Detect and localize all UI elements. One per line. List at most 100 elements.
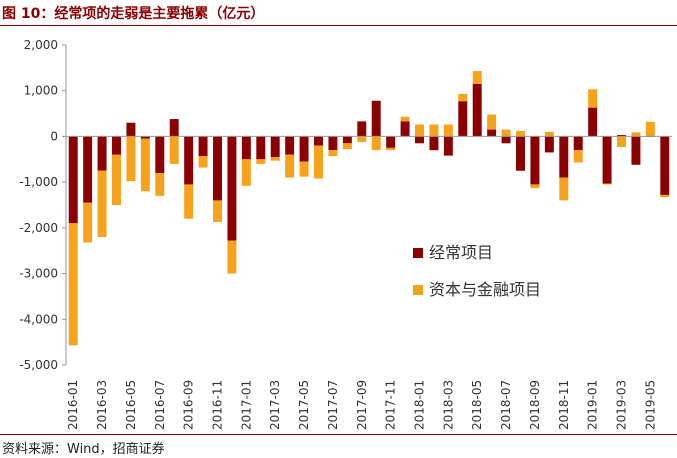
bar-current-account-2016-06	[140, 136, 150, 139]
bar-capital-financial-2016-03	[97, 170, 107, 237]
bar-capital-financial-2018-07	[501, 129, 511, 137]
bar-capital-financial-2019-02	[602, 183, 612, 185]
bar-current-account-2017-12	[400, 121, 410, 137]
bar-capital-financial-2016-05	[126, 136, 136, 182]
y-tick-label: -4,000	[19, 312, 58, 326]
bar-capital-financial-2019-06	[660, 194, 670, 198]
bar-capital-financial-2019-05	[645, 121, 655, 137]
x-tick-label: 2016-11	[211, 380, 225, 430]
x-tick-label: 2017-09	[355, 380, 369, 430]
bar-current-account-2017-09	[357, 121, 367, 137]
bar-current-account-2016-02	[83, 136, 93, 203]
bar-capital-financial-2016-07	[155, 173, 165, 196]
bar-current-account-2018-11	[559, 136, 569, 178]
bar-capital-financial-2017-01	[241, 159, 251, 186]
bar-capital-financial-2017-07	[328, 150, 338, 157]
bar-capital-financial-2017-03	[270, 157, 280, 161]
bar-current-account-2017-04	[285, 136, 295, 155]
bar-current-account-2019-02	[602, 136, 612, 184]
bar-capital-financial-2016-08	[169, 136, 179, 164]
y-tick-label: 0	[50, 129, 58, 143]
bar-current-account-2017-07	[328, 136, 338, 151]
bar-current-account-2017-02	[256, 136, 266, 160]
bar-capital-financial-2017-12	[400, 116, 410, 122]
source-divider	[0, 434, 677, 435]
x-axis: 2016-01 2016-03 2016-05 2016-07 2016-09 2016-…	[66, 135, 672, 430]
bar-capital-financial-2016-04	[112, 154, 121, 205]
bars-layer	[68, 71, 670, 346]
legend-label: 资本与金融项目	[429, 280, 541, 299]
bar-capital-financial-2018-06	[487, 114, 497, 130]
bar-current-account-2018-10	[544, 136, 554, 153]
bar-capital-financial-2019-04	[631, 132, 641, 137]
bar-current-account-2016-09	[184, 136, 194, 185]
bar-current-account-2016-08	[169, 119, 179, 137]
bar-current-account-2016-05	[126, 122, 136, 137]
legend-swatch	[413, 248, 423, 258]
bar-capital-financial-2018-08	[516, 130, 525, 137]
x-tick-label: 2018-05	[470, 380, 484, 430]
chart-title: 图 10：经常项的走弱是主要拖累（亿元）	[2, 6, 265, 22]
bar-capital-financial-2018-12	[573, 150, 583, 163]
legend-label: 经常项目	[429, 243, 493, 262]
bar-capital-financial-2017-05	[299, 161, 309, 177]
bar-current-account-2016-11	[213, 136, 222, 201]
bar-current-account-2018-05	[472, 83, 482, 137]
bar-current-account-2017-01	[241, 136, 251, 160]
bar-capital-financial-2018-09	[530, 184, 540, 189]
bar-capital-financial-2019-03	[617, 136, 626, 147]
bar-current-account-2017-10	[371, 100, 381, 137]
x-tick-label: 2018-11	[557, 380, 571, 430]
bar-current-account-2019-06	[660, 136, 670, 195]
bar-capital-financial-2017-06	[314, 145, 323, 179]
bar-capital-financial-2016-11	[213, 200, 222, 222]
bar-current-account-2018-06	[487, 129, 497, 137]
bar-capital-financial-2019-01	[588, 89, 598, 108]
bar-current-account-2016-10	[198, 136, 208, 157]
x-tick-label: 2019-05	[643, 380, 657, 430]
bar-capital-financial-2017-02	[256, 159, 266, 164]
bar-capital-financial-2017-04	[285, 154, 295, 178]
bar-capital-financial-2018-04	[458, 93, 468, 102]
x-tick-label: 2016-01	[66, 380, 80, 430]
x-tick-label: 2017-03	[268, 380, 282, 430]
bar-current-account-2018-12	[573, 136, 583, 151]
bar-capital-financial-2018-10	[544, 131, 554, 137]
x-tick-label: 2017-01	[239, 380, 253, 430]
bar-capital-financial-2017-10	[371, 136, 381, 151]
x-tick-label: 2019-03	[615, 380, 629, 430]
bar-current-account-2016-01	[68, 136, 78, 224]
bar-current-account-2018-03	[443, 136, 453, 156]
bar-capital-financial-2018-01	[415, 124, 424, 137]
bar-current-account-2019-04	[631, 136, 641, 165]
x-tick-label: 2018-07	[499, 380, 513, 430]
bar-current-account-2017-11	[386, 136, 396, 148]
bar-capital-financial-2016-06	[140, 138, 150, 192]
y-tick-label: -1,000	[19, 175, 58, 189]
x-tick-label: 2016-09	[182, 380, 196, 430]
y-tick-label: -5,000	[19, 358, 58, 372]
bar-capital-financial-2018-02	[429, 124, 439, 137]
x-tick-label: 2019-01	[586, 380, 600, 430]
bar-current-account-2017-03	[270, 136, 280, 157]
bar-current-account-2018-01	[415, 136, 424, 144]
x-tick-label: 2017-05	[297, 380, 311, 430]
bar-capital-financial-2016-12	[227, 240, 237, 274]
bar-capital-financial-2018-11	[559, 177, 569, 201]
source-note: 资料来源：Wind，招商证券	[2, 442, 165, 457]
bar-current-account-2017-05	[299, 136, 309, 162]
bar-current-account-2016-07	[155, 136, 165, 173]
x-tick-label: 2018-01	[413, 380, 427, 430]
bar-current-account-2018-09	[530, 136, 540, 185]
bar-current-account-2019-01	[588, 107, 598, 137]
bar-current-account-2017-06	[314, 136, 323, 146]
y-tick-label: -3,000	[19, 267, 58, 281]
bar-capital-financial-2016-01	[68, 223, 78, 346]
x-tick-label: 2017-11	[384, 380, 398, 430]
bar-capital-financial-2017-09	[357, 136, 367, 142]
bar-capital-financial-2018-05	[472, 71, 482, 84]
y-tick-label: 2,000	[24, 38, 58, 52]
bar-current-account-2018-07	[501, 136, 511, 144]
